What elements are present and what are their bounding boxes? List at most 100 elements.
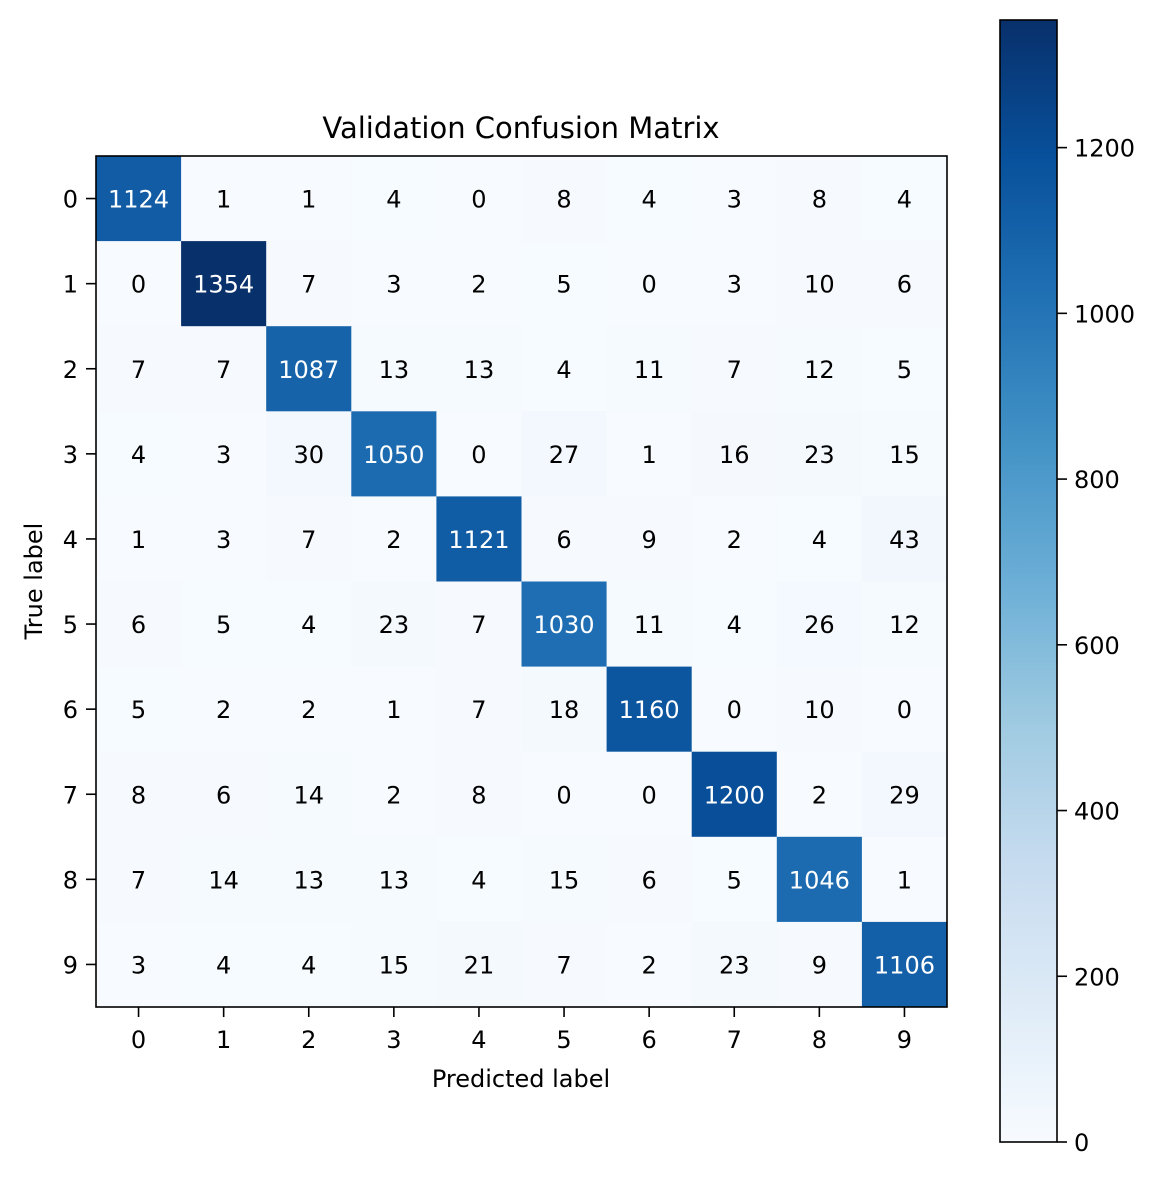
- heatmap-cell: [861, 921, 948, 1008]
- colorbar-tick-label: 600: [1074, 632, 1120, 660]
- heatmap-cell: [96, 836, 182, 923]
- colorbar-tick-label: 800: [1074, 466, 1120, 494]
- heatmap-cell: [776, 581, 863, 668]
- cell-value-label: 0: [642, 271, 657, 299]
- cell-value-label: 2: [301, 696, 316, 724]
- cell-value-label: 1121: [448, 526, 509, 554]
- cell-value-label: 21: [464, 951, 495, 979]
- heatmap-cell: [606, 411, 693, 497]
- cell-value-label: 13: [379, 356, 410, 384]
- heatmap-cell: [266, 411, 352, 497]
- cell-value-label: 1030: [534, 611, 595, 639]
- cell-value-label: 2: [386, 526, 401, 554]
- cell-value-label: 4: [301, 951, 316, 979]
- cell-value-label: 8: [131, 781, 146, 809]
- heatmap-cell: [351, 411, 437, 497]
- heatmap-cell: [776, 751, 863, 838]
- cell-value-label: 4: [642, 186, 657, 214]
- heatmap-cell: [181, 836, 267, 923]
- colorbar-ticks: 0 200 400 600 800 1000 1200: [1057, 135, 1135, 1157]
- heatmap-cell: [691, 496, 778, 582]
- cell-value-label: 23: [804, 441, 835, 469]
- heatmap-cell: [436, 581, 522, 668]
- heatmap-cell: [181, 496, 267, 582]
- heatmap-cell: [776, 921, 863, 1008]
- heatmap-cell: [861, 581, 948, 668]
- heatmap-cell: [606, 921, 693, 1008]
- cell-value-label: 10: [804, 271, 835, 299]
- x-tick-label: 9: [897, 1026, 912, 1054]
- heatmap-cell: [436, 751, 522, 838]
- x-tick-label: 7: [727, 1026, 742, 1054]
- heatmap-cell: [96, 241, 182, 327]
- cell-value-label: 9: [642, 526, 657, 554]
- heatmap-cell: [181, 666, 267, 753]
- heatmap-cell: [436, 156, 522, 242]
- cell-value-label: 26: [804, 611, 835, 639]
- cell-value-label: 0: [131, 271, 146, 299]
- heatmap-cell: [181, 411, 267, 497]
- cell-value-label: 7: [301, 271, 316, 299]
- cell-value-label: 3: [131, 951, 146, 979]
- heatmap-cell: [351, 581, 437, 668]
- colorbar: [999, 19, 1058, 1143]
- heatmap-cell: [861, 411, 948, 497]
- heatmap-cell: [351, 836, 437, 923]
- heatmap-cell: [521, 496, 608, 582]
- cell-value-label: 1160: [619, 696, 680, 724]
- heatmap-cell: [776, 666, 863, 753]
- cell-value-label: 6: [897, 271, 912, 299]
- cell-value-label: 1200: [704, 781, 765, 809]
- cell-value-label: 6: [131, 611, 146, 639]
- colorbar-tick-label: 1000: [1074, 300, 1135, 328]
- cell-value-label: 27: [549, 441, 580, 469]
- cell-value-label: 8: [812, 186, 827, 214]
- heatmap-cell: [351, 751, 437, 838]
- heatmap-cell: [776, 836, 863, 923]
- cell-value-label: 2: [471, 271, 486, 299]
- heatmap-cell: [436, 411, 522, 497]
- x-tick-label: 8: [812, 1026, 827, 1054]
- cell-value-label: 3: [386, 271, 401, 299]
- heatmap-cell: [436, 921, 522, 1008]
- heatmap-cell: [606, 156, 693, 242]
- cell-value-label: 23: [719, 951, 750, 979]
- cell-value-label: 1: [216, 186, 231, 214]
- heatmap-cell: [181, 326, 267, 412]
- cell-value-label: 14: [208, 866, 239, 894]
- cell-value-label: 0: [897, 696, 912, 724]
- heatmap-cell: [691, 836, 778, 923]
- cell-value-label: 6: [642, 866, 657, 894]
- heatmap-cell: [351, 666, 437, 753]
- heatmap-cell: [691, 326, 778, 412]
- cell-value-label: 4: [727, 611, 742, 639]
- x-tick-label: 2: [301, 1026, 316, 1054]
- cell-value-label: 10: [804, 696, 835, 724]
- x-tick-label: 6: [642, 1026, 657, 1054]
- heatmap-cells: 1124 1 1 4 0 8 4 3 8 40 1354 7 3 2 5 0 3 10 67 7 1087 13 13 4 11…: [96, 156, 948, 1008]
- heatmap-cell: [351, 496, 437, 582]
- cell-value-label: 7: [131, 866, 146, 894]
- heatmap-cell: [351, 326, 437, 412]
- cell-value-label: 1106: [874, 951, 935, 979]
- cell-value-label: 7: [471, 611, 486, 639]
- x-tick-label: 3: [386, 1026, 401, 1054]
- heatmap-cell: [606, 751, 693, 838]
- heatmap-cell: [691, 921, 778, 1008]
- colorbar-tick-label: 200: [1074, 963, 1120, 991]
- y-tick-label: 4: [63, 526, 78, 554]
- cell-value-label: 7: [131, 356, 146, 384]
- cell-value-label: 1: [897, 866, 912, 894]
- y-axis-ticks: 0 1 2 3 4 5 6 7 8 9: [63, 186, 96, 979]
- cell-value-label: 4: [131, 441, 146, 469]
- cell-value-label: 9: [812, 951, 827, 979]
- cell-value-label: 5: [727, 866, 742, 894]
- cell-value-label: 2: [727, 526, 742, 554]
- heatmap-cell: [181, 581, 267, 668]
- cell-value-label: 7: [471, 696, 486, 724]
- cell-value-label: 3: [727, 186, 742, 214]
- cell-value-label: 30: [293, 441, 324, 469]
- cell-value-label: 5: [556, 271, 571, 299]
